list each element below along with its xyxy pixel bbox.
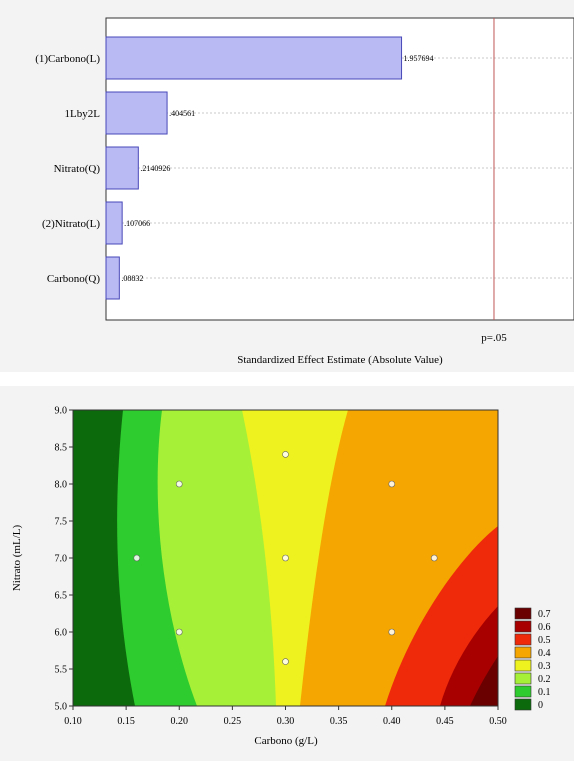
design-point <box>282 451 289 458</box>
y-tick-label: 7.5 <box>55 517 68 528</box>
pareto-chart: 1.957694 .404561 .2140926 .107066 .08832 p=.… <box>35 17 574 366</box>
legend-label: 0.1 <box>538 687 551 698</box>
legend-swatch <box>514 607 532 620</box>
legend-swatch <box>514 646 532 659</box>
y-tick-label: 8.5 <box>55 443 68 454</box>
y-tick-label: 6.0 <box>55 628 68 639</box>
contour-plot: 0.10 0.15 0.20 0.25 0.30 0.35 0.40 0.45 0.50 5.0… <box>11 406 551 748</box>
contour-legend: 0.7 0.6 0.5 0.4 0.3 0.2 0.1 0 <box>514 607 551 711</box>
pareto-category-label: (2)Nitrato(L) <box>42 218 100 230</box>
design-point <box>282 658 289 665</box>
pareto-bar <box>105 91 168 135</box>
x-tick-label: 0.45 <box>436 716 454 727</box>
legend-label: 0.6 <box>538 622 551 633</box>
pareto-category-label: Carbono(Q) <box>47 273 100 285</box>
pareto-bar-value-label: 1.957694 <box>404 54 434 63</box>
design-point <box>430 554 438 562</box>
legend-swatch <box>514 659 532 672</box>
legend-swatch <box>514 620 532 633</box>
legend-label: 0.4 <box>538 648 551 659</box>
design-point <box>282 554 289 562</box>
pareto-category-label: Nitrato(Q) <box>54 163 101 175</box>
contour-chart-panel: 0.10 0.15 0.20 0.25 0.30 0.35 0.40 0.45 0.50 5.0… <box>0 386 574 761</box>
legend-label: 0 <box>538 700 543 711</box>
significance-label: p=.05 <box>481 332 507 344</box>
pareto-bar <box>105 36 403 80</box>
pareto-bar-value-label: .08832 <box>121 274 143 283</box>
legend-label: 0.5 <box>538 635 551 646</box>
legend-swatch <box>514 672 532 685</box>
pareto-bar-value-label: .107066 <box>124 219 150 228</box>
x-tick-label: 0.25 <box>224 716 242 727</box>
y-tick-label: 6.5 <box>55 591 68 602</box>
x-tick-label: 0.35 <box>330 716 348 727</box>
design-point <box>175 480 183 488</box>
pareto-bar-value-label: .2140926 <box>140 164 170 173</box>
pareto-bar <box>105 146 139 190</box>
pareto-category-label: (1)Carbono(L) <box>35 53 100 65</box>
legend-label: 0.2 <box>538 674 551 685</box>
pareto-chart-panel: 1.957694 .404561 .2140926 .107066 .08832 p=.… <box>0 0 574 372</box>
x-tick-label: 0.10 <box>64 716 82 727</box>
design-point <box>388 480 396 488</box>
y-tick-label: 8.0 <box>55 480 68 491</box>
y-tick-label: 9.0 <box>55 406 68 417</box>
x-tick-label: 0.20 <box>171 716 189 727</box>
legend-label: 0.3 <box>538 661 551 672</box>
design-point <box>133 554 141 562</box>
design-point <box>388 628 396 636</box>
x-tick-label: 0.50 <box>489 716 507 727</box>
pareto-bar-value-label: .404561 <box>169 109 195 118</box>
x-tick-label: 0.15 <box>117 716 135 727</box>
legend-swatch <box>514 633 532 646</box>
design-point <box>175 628 183 636</box>
contour-surface <box>73 410 498 706</box>
contour-y-axis-label: Nitrato (mL/L) <box>11 525 23 592</box>
legend-swatch <box>514 685 532 698</box>
x-tick-label: 0.30 <box>277 716 295 727</box>
x-tick-label: 0.40 <box>383 716 401 727</box>
pareto-x-axis-label: Standardized Effect Estimate (Absolute V… <box>237 354 443 366</box>
contour-x-axis-label: Carbono (g/L) <box>254 735 318 747</box>
y-tick-label: 5.5 <box>55 665 68 676</box>
pareto-category-label: 1Lby2L <box>65 108 101 120</box>
y-tick-label: 5.0 <box>55 702 68 713</box>
legend-swatch <box>514 698 532 711</box>
pareto-bar <box>105 256 120 300</box>
pareto-bar <box>105 201 123 245</box>
y-tick-label: 7.0 <box>55 554 68 565</box>
legend-label: 0.7 <box>538 609 551 620</box>
